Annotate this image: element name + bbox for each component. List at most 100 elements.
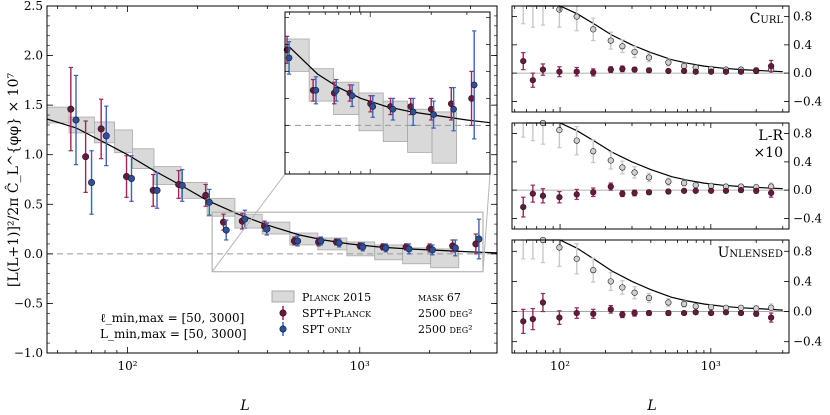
y-tick-label: 0.0 xyxy=(793,66,812,80)
data-point xyxy=(332,87,340,94)
data-point xyxy=(428,246,436,254)
data-point xyxy=(768,189,775,197)
data-point xyxy=(88,178,96,186)
data-point xyxy=(645,67,653,74)
y-tick-label: 0.8 xyxy=(793,127,812,141)
data-point xyxy=(753,187,760,194)
data-points xyxy=(67,66,483,260)
data-point xyxy=(768,314,775,321)
legend-sptonly-marker xyxy=(279,325,287,333)
data-point xyxy=(556,194,563,201)
data-point xyxy=(475,235,483,243)
panel-title: Unlensed xyxy=(718,245,783,261)
model-curve xyxy=(526,239,783,311)
data-point xyxy=(631,169,638,176)
data-point xyxy=(631,289,638,296)
data-point xyxy=(556,126,563,134)
data-point xyxy=(573,309,580,317)
annotation-ell-range: ℓ_min,max = [50, 3000] xyxy=(100,311,244,325)
data-point xyxy=(539,192,547,199)
data-point xyxy=(619,311,626,318)
data-point xyxy=(619,190,626,197)
y-tick-label: 0.8 xyxy=(793,244,812,258)
legend-sptplanck-note: 2500 deg² xyxy=(418,307,473,320)
data-point xyxy=(348,92,356,99)
data-point xyxy=(722,187,730,194)
planck-box xyxy=(132,148,155,169)
data-point xyxy=(722,68,730,75)
data-point xyxy=(369,103,377,110)
data-point xyxy=(707,187,715,194)
data-point xyxy=(768,304,775,311)
data-point xyxy=(681,187,688,194)
panel-subtitle: ×10 xyxy=(753,145,783,161)
legend-planck-label: Planck 2015 xyxy=(302,291,371,304)
data-point xyxy=(520,58,527,65)
data-point xyxy=(450,105,457,113)
y-tick-label: 0.0 xyxy=(793,305,812,319)
inset-panel xyxy=(283,11,491,175)
zoom-region-box xyxy=(211,211,484,273)
data-point xyxy=(753,310,760,317)
data-point xyxy=(692,182,699,189)
y-tick-label: 0.5 xyxy=(24,197,43,211)
data-point xyxy=(607,37,614,44)
data-point xyxy=(573,255,580,262)
data-point xyxy=(645,189,653,196)
data-point xyxy=(631,309,638,317)
data-point xyxy=(753,305,760,312)
data-point xyxy=(359,243,367,251)
data-point xyxy=(405,245,413,253)
data-point xyxy=(529,190,536,197)
planck-box xyxy=(93,121,116,144)
curl-panel: −0.4 0.0 0.4 0.8 Curl xyxy=(511,5,823,113)
data-point xyxy=(430,111,437,118)
data-point xyxy=(312,87,320,94)
planck-box xyxy=(180,182,208,199)
data-point xyxy=(665,188,672,195)
side-xlabel: L xyxy=(646,398,656,414)
legend-sptonly-label: SPT only xyxy=(302,323,352,336)
y-tick-label: −0.4 xyxy=(793,211,823,225)
data-point xyxy=(607,306,614,313)
lr-panel: −0.4 0.0 0.4 0.8 L-R×10 xyxy=(511,119,823,230)
x-tick-label: 10³ xyxy=(350,359,370,373)
data-point xyxy=(470,81,478,89)
data-point xyxy=(590,26,597,33)
data-point xyxy=(665,309,672,317)
data-point xyxy=(753,67,760,75)
data-point xyxy=(619,164,626,171)
data-point xyxy=(573,137,580,144)
main-ticks xyxy=(47,5,497,354)
data-point xyxy=(737,304,745,311)
data-point xyxy=(573,13,580,20)
main-ytick-labels: −1.0 −0.5 0.0 0.5 1.0 1.5 2.0 2.5 xyxy=(14,0,43,360)
data-point xyxy=(409,108,417,116)
inset-frame xyxy=(284,11,491,175)
data-point xyxy=(681,67,688,75)
unlensed-panel: −0.4 0.0 0.4 0.8 Unlensed xyxy=(511,236,823,354)
main-xtick-labels: 10² 10³ xyxy=(117,359,369,373)
data-point xyxy=(619,65,626,72)
data-point xyxy=(573,68,580,75)
zoom-connector xyxy=(211,173,286,273)
data-point xyxy=(692,187,699,194)
y-tick-label: 1.0 xyxy=(24,148,43,162)
x-tick-label: 10² xyxy=(550,359,570,373)
y-tick-label: 0.8 xyxy=(793,10,812,24)
data-point xyxy=(102,132,110,140)
model-curve xyxy=(526,122,783,190)
data-point xyxy=(737,187,745,194)
y-tick-label: 2.5 xyxy=(24,0,43,13)
data-point xyxy=(573,191,580,198)
data-point xyxy=(590,267,597,274)
data-point xyxy=(127,175,135,183)
y-tick-label: 0.0 xyxy=(24,247,43,261)
data-point xyxy=(72,116,80,124)
data-point xyxy=(590,148,597,155)
data-point xyxy=(707,309,715,317)
data-point xyxy=(665,59,672,66)
data-point xyxy=(590,189,597,196)
legend-planck-swatch xyxy=(271,290,295,303)
legend: Planck 2015 mask 67 SPT+Planck 2500 deg²… xyxy=(271,290,473,336)
